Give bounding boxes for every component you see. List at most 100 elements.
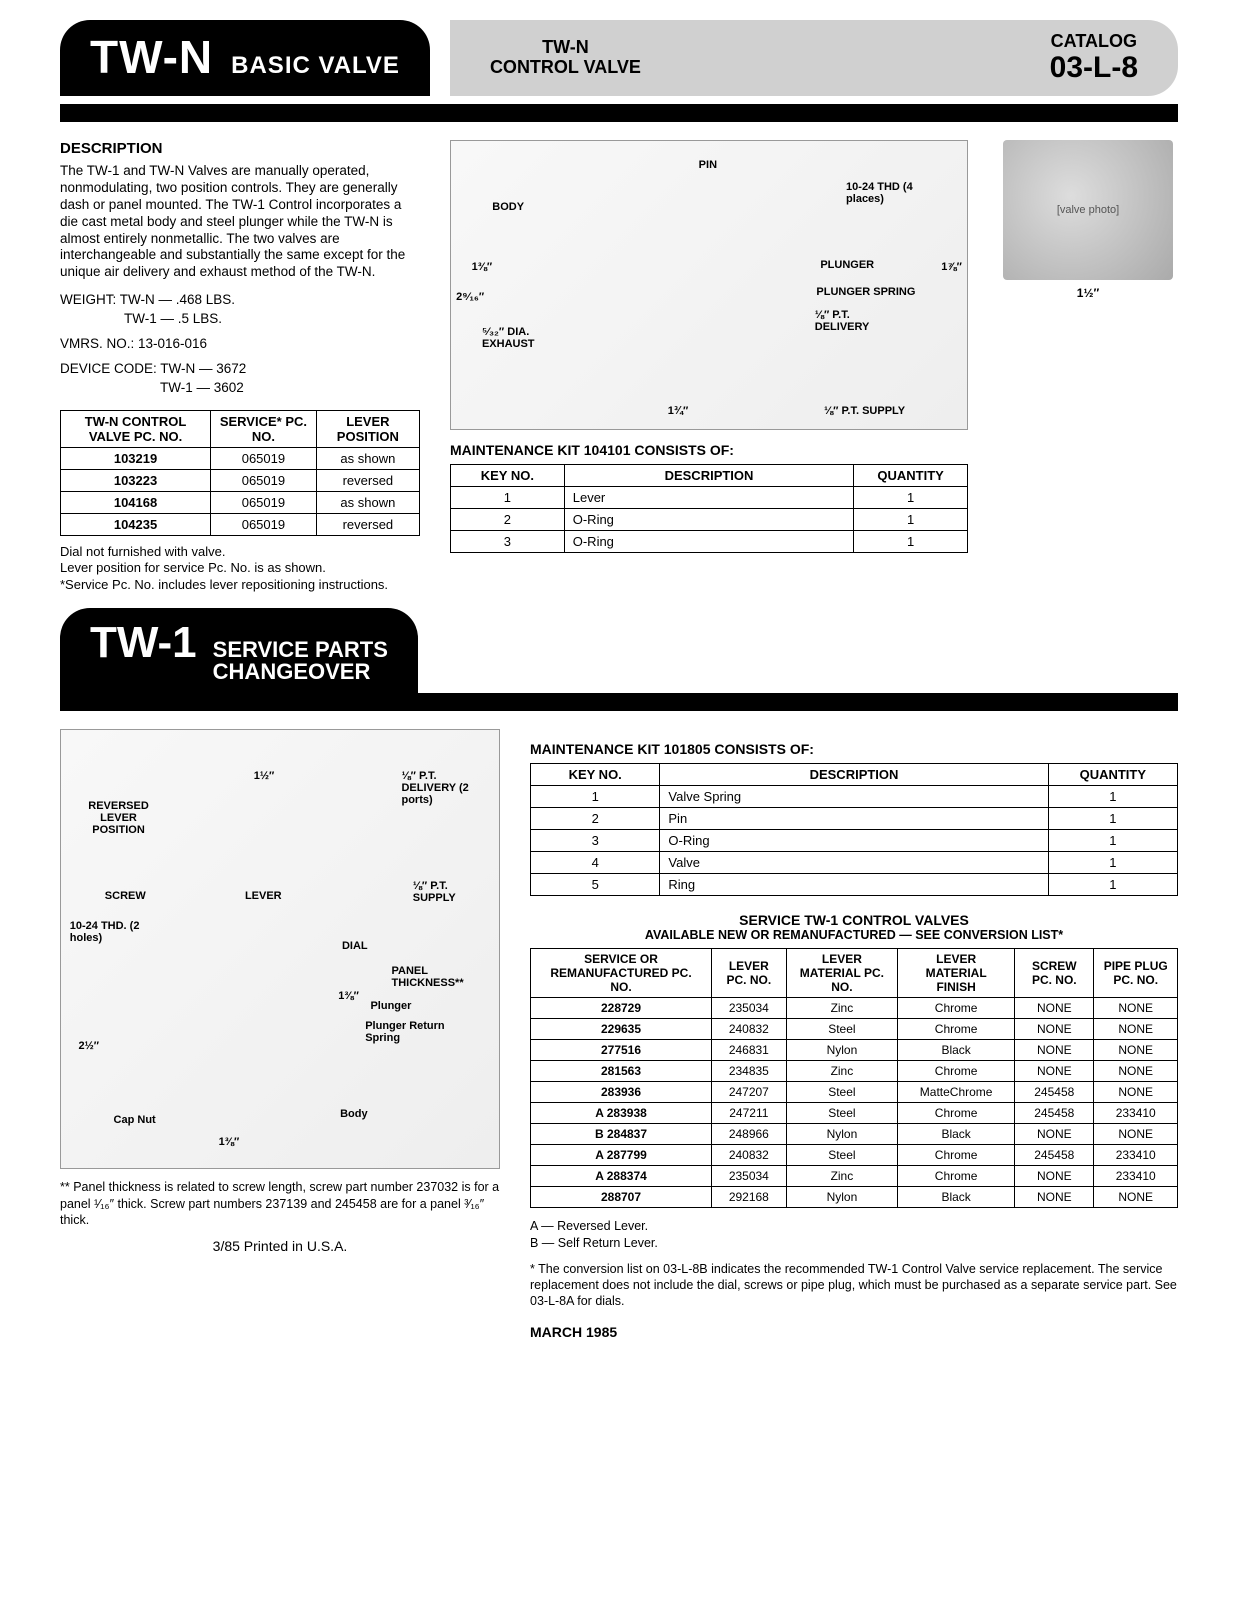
- description-heading: DESCRIPTION: [60, 140, 420, 157]
- svc-body: 228729235034ZincChromeNONENONE2296352408…: [531, 998, 1178, 1208]
- label-body: BODY: [492, 201, 524, 213]
- table-row: 2Pin1: [531, 808, 1178, 830]
- print-footer: 3/85 Printed in U.S.A.: [60, 1238, 500, 1254]
- table-row: 229635240832SteelChromeNONENONE: [531, 1019, 1178, 1040]
- table-row: 104168065019as shown: [61, 491, 420, 513]
- section1-diagram-col: PIN BODY 10-24 THD (4 places) PLUNGER PL…: [450, 140, 968, 594]
- svc-title: SERVICE TW-1 CONTROL VALVES: [530, 912, 1178, 928]
- kit1-title: MAINTENANCE KIT 104101 CONSISTS OF:: [450, 442, 968, 458]
- table-row: 4Valve1: [531, 852, 1178, 874]
- table-row: A 283938247211SteelChrome245458233410: [531, 1103, 1178, 1124]
- t1-col3: LEVER POSITION: [316, 410, 419, 447]
- section2-left-col: REVERSED LEVER POSITION 1½″ ⅛″ P.T. DELI…: [60, 729, 500, 1339]
- header-mid: TW-N CONTROL VALVE: [490, 38, 641, 78]
- s2-code: TW-1: [90, 618, 197, 668]
- legend-b: B — Self Return Lever.: [530, 1235, 1178, 1251]
- label-pt-supply: ⅛″ P.T. SUPPLY: [824, 405, 905, 417]
- dim-d1: 1⅜″: [472, 261, 493, 273]
- header-catalog: CATALOG 03-L-8: [1050, 32, 1138, 85]
- twn-diagram: PIN BODY 10-24 THD (4 places) PLUNGER PL…: [450, 140, 968, 430]
- table-row: B 284837248966NylonBlackNONENONE: [531, 1124, 1178, 1145]
- divider-bar-2: [60, 693, 1178, 711]
- label-plunger-spring: PLUNGER SPRING: [816, 286, 915, 298]
- table-row: 1Lever1: [451, 487, 968, 509]
- dim-2-5: 2½″: [79, 1040, 100, 1052]
- weight-line2: TW-1 — .5 LBS.: [60, 310, 420, 329]
- svc-col4: LEVER MATERIAL FINISH: [898, 949, 1015, 998]
- kit1-col2: DESCRIPTION: [564, 465, 854, 487]
- label-plunger-return: Plunger Return Spring: [365, 1020, 455, 1044]
- s2-line1: SERVICE PARTS: [213, 639, 388, 661]
- s2-line2: CHANGEOVER: [213, 661, 388, 683]
- svc-col3: LEVER MATERIAL PC. NO.: [786, 949, 897, 998]
- label-pin: PIN: [699, 159, 717, 171]
- section1-row: DESCRIPTION The TW-1 and TW-N Valves are…: [60, 140, 1178, 594]
- section2-header: TW-1 SERVICE PARTS CHANGEOVER: [60, 608, 418, 693]
- table-row: 281563234835ZincChromeNONENONE: [531, 1061, 1178, 1082]
- kit2-col1: KEY NO.: [531, 764, 660, 786]
- valve-photo: [valve photo]: [1003, 140, 1173, 280]
- dim-1-5: 1½″: [254, 770, 275, 782]
- label-reversed: REVERSED LEVER POSITION: [79, 800, 159, 836]
- conv-note: * The conversion list on 03-L-8B indicat…: [530, 1261, 1178, 1310]
- label-pt-delivery: ⅛″ P.T. DELIVERY: [815, 309, 895, 333]
- section2-row: REVERSED LEVER POSITION 1½″ ⅛″ P.T. DELI…: [60, 729, 1178, 1339]
- catalog-label: CATALOG: [1050, 32, 1138, 52]
- table-row: 288707292168NylonBlackNONENONE: [531, 1187, 1178, 1208]
- section1-photo-col: [valve photo] 1½″: [998, 140, 1178, 594]
- t1-col1: TW-N CONTROL VALVE PC. NO.: [61, 410, 211, 447]
- table-row: 1Valve Spring1: [531, 786, 1178, 808]
- dim-d3: 1⅞″: [941, 261, 962, 273]
- kit2-title: MAINTENANCE KIT 101805 CONSISTS OF:: [530, 741, 1178, 757]
- label-body2: Body: [340, 1108, 368, 1120]
- table-row: 5Ring1: [531, 874, 1178, 896]
- table-row: A 287799240832SteelChrome245458233410: [531, 1145, 1178, 1166]
- table-row: 2O-Ring1: [451, 509, 968, 531]
- label-lever: LEVER: [245, 890, 282, 902]
- svc-col5: SCREW PC. NO.: [1015, 949, 1094, 998]
- table-row: 228729235034ZincChromeNONENONE: [531, 998, 1178, 1019]
- svc-table: SERVICE OR REMANUFACTURED PC. NO. LEVER …: [530, 948, 1178, 1208]
- t1-body: 103219065019as shown 103223065019reverse…: [61, 447, 420, 535]
- catalog-code: 03-L-8: [1050, 51, 1138, 84]
- weight-line1: WEIGHT: TW-N — .468 LBS.: [60, 291, 420, 310]
- label-screw: SCREW: [105, 890, 146, 902]
- table-row: 3O-Ring1: [451, 531, 968, 553]
- vmrs-line: VMRS. NO.: 13-016-016: [60, 335, 420, 354]
- specs-block: WEIGHT: TW-N — .468 LBS. TW-1 — .5 LBS. …: [60, 291, 420, 397]
- twn-control-table: TW-N CONTROL VALVE PC. NO. SERVICE* PC. …: [60, 410, 420, 536]
- dim-d4: 1¾″: [668, 405, 689, 417]
- header-mid-line1: TW-N: [490, 38, 641, 58]
- label-thd: 10-24 THD (4 places): [846, 181, 936, 205]
- dim-d2: 2⁹⁄₁₆″: [456, 291, 484, 303]
- kit2-table: KEY NO. DESCRIPTION QUANTITY 1Valve Spri…: [530, 763, 1178, 896]
- table-row: 104235065019reversed: [61, 513, 420, 535]
- header-gray-tab: TW-N CONTROL VALVE CATALOG 03-L-8: [450, 20, 1178, 96]
- kit1-col3: QUANTITY: [854, 465, 968, 487]
- table-row: 277516246831NylonBlackNONENONE: [531, 1040, 1178, 1061]
- header-mid-line2: CONTROL VALVE: [490, 58, 641, 78]
- kit2-col3: QUANTITY: [1048, 764, 1177, 786]
- label-thd2: 10-24 THD. (2 holes): [70, 920, 150, 944]
- svc-col6: PIPE PLUG PC. NO.: [1094, 949, 1178, 998]
- date-footer: MARCH 1985: [530, 1324, 1178, 1340]
- label-panel: PANEL THICKNESS**: [391, 965, 481, 989]
- dim-1-38a: 1⅜″: [338, 990, 359, 1002]
- label-pt-del2: ⅛″ P.T. DELIVERY (2 ports): [401, 770, 481, 806]
- product-label: BASIC VALVE: [231, 52, 400, 80]
- tw1-diagram: REVERSED LEVER POSITION 1½″ ⅛″ P.T. DELI…: [60, 729, 500, 1169]
- table-row: 3O-Ring1: [531, 830, 1178, 852]
- svc-sub: AVAILABLE NEW OR REMANUFACTURED — SEE CO…: [530, 928, 1178, 942]
- table-row: 283936247207SteelMatteChrome245458NONE: [531, 1082, 1178, 1103]
- kit1-table: KEY NO. DESCRIPTION QUANTITY 1Lever1 2O-…: [450, 464, 968, 553]
- table1-note: Dial not furnished with valve. Lever pos…: [60, 544, 420, 595]
- table-row: 103223065019reversed: [61, 469, 420, 491]
- label-plunger2: Plunger: [370, 1000, 411, 1012]
- description-text: The TW-1 and TW-N Valves are manually op…: [60, 163, 420, 281]
- t1-col2: SERVICE* PC. NO.: [211, 410, 317, 447]
- kit2-col2: DESCRIPTION: [660, 764, 1048, 786]
- section2-right-col: MAINTENANCE KIT 101805 CONSISTS OF: KEY …: [530, 729, 1178, 1339]
- product-code: TW-N: [90, 30, 213, 84]
- header-black-tab: TW-N BASIC VALVE: [60, 20, 430, 96]
- divider-bar: [60, 104, 1178, 122]
